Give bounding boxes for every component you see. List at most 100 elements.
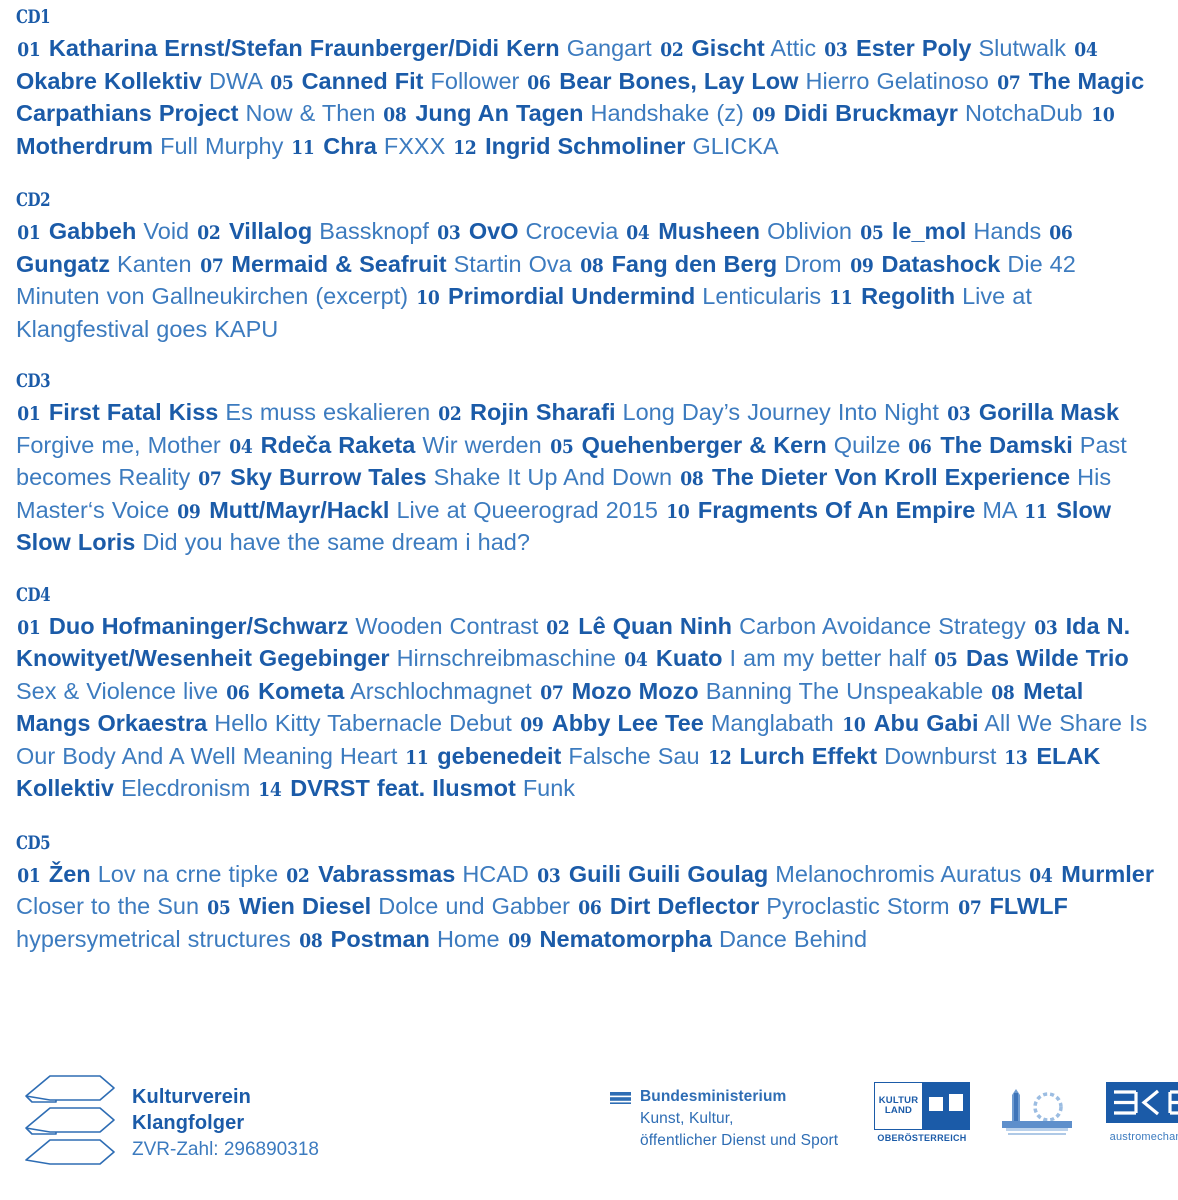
track-artist: Mozo Mozo [571,677,699,704]
track-title: Home [436,925,500,952]
track-title: Drom [784,250,842,277]
track-list: 01 First Fatal Kiss Es muss eskalieren 0… [16,397,1162,558]
discs-container: CD1 01 Katharina Ernst/Stefan Fraunberger… [16,8,1162,956]
track-artist: Mermaid & Seafruit [231,250,447,277]
ministry-line3: öffentlicher Dienst und Sport [640,1132,839,1149]
track-artist: Canned Fit [301,67,424,94]
track-artist: Rojin Sharafi [470,399,616,425]
track-number: 06 [908,435,933,458]
track-title: Forgive me, Mother [16,431,221,458]
track-number: 05 [207,897,231,919]
kulturland-line3: OBERÖSTERREICH [877,1133,967,1143]
track-title: hypersymetrical structures [16,925,291,952]
track-title: GLICKA [692,132,779,159]
track-number: 10 [416,287,440,309]
track-artist: Gungatz [16,250,110,277]
track-artist: Abby Lee Tee [551,710,704,736]
track-list: 01 Katharina Ernst/Stefan Fraunberger/Di… [16,33,1162,163]
track-artist: Postman [330,925,430,952]
track-number: 08 [299,929,323,952]
ministry-logo-block: Bundesministerium Kunst, Kultur, öffentl… [610,1086,838,1152]
track-title: Carbon Avoidance Strategy [739,612,1026,639]
track-title: All We Share Is Our Body And A Well Mean… [16,710,1148,769]
track-number: 09 [752,104,776,126]
track-artist: Lurch Effekt [739,742,878,769]
page-footer: Kulturverein Klangfolger ZVR-Zahl: 29689… [16,1072,1178,1182]
track-title: Shake It Up And Down [433,464,673,490]
track-number: 12 [707,746,732,769]
klangfolger-line1: Kulturverein [132,1086,252,1108]
klangfolger-logo-block: Kulturverein Klangfolger ZVR-Zahl: 29689… [22,1072,319,1170]
track-list: 01 Gabbeh Void 02 Villalog Bassknopf 03 … [16,216,1162,344]
track-number: 04 [624,649,648,671]
ministry-text: Bundesministerium Kunst, Kultur, öffentl… [640,1086,838,1152]
track-title: Hands [973,218,1042,244]
track-number: 09 [520,714,544,736]
ministry-line2: Kunst, Kultur, [640,1110,734,1127]
track-artist: Gabbeh [48,218,137,244]
track-artist: Sky Burrow Tales [230,464,427,490]
track-number: 01 [17,39,41,61]
track-artist: Metal Mangs Orkaestra [16,677,1084,737]
track-title: Bassknopf [319,218,429,244]
track-number: 10 [1090,104,1115,126]
track-title: Startin Ova [453,250,572,277]
track-number: 01 [17,222,41,244]
track-artist: Nematomorpha [539,925,712,952]
track-artist: Motherdrum [16,132,154,159]
track-number: 09 [849,254,874,277]
track-title: Pyroclastic Storm [766,893,950,919]
cd-label: CD5 [16,831,51,854]
track-number: 02 [286,864,310,887]
track-number: 07 [997,71,1021,94]
track-number: 01 [17,616,41,639]
track-number: 02 [438,403,462,425]
track-title: Sex & Violence live [16,677,219,704]
track-title: Manglabath [710,710,834,736]
track-artist: Primordial Undermind [447,283,696,309]
track-number: 08 [991,681,1016,704]
klangfolger-line2: Klangfolger [132,1112,245,1135]
austromechana-logo: austromechana® [1106,1082,1178,1143]
track-artist: Ida N. Knowityet/Wesenheit Gegebinger [16,612,1131,672]
track-artist: Regolith [861,283,956,309]
track-title: Quilze [833,431,901,458]
track-artist: Dirt Deflector [609,893,760,919]
track-artist: Das Wilde Trio [966,645,1129,671]
track-title: Melanochromis Auratus [775,860,1022,887]
track-title: Funk [522,775,576,801]
track-artist: Gischt [691,35,765,61]
track-artist: Musheen [658,218,761,244]
track-title: Es muss eskalieren [225,399,431,425]
track-number: 04 [1074,39,1098,61]
track-artist: gebenedeit [437,742,562,769]
track-title: Dance Behind [718,925,868,952]
track-number: 12 [453,136,478,159]
track-number: 08 [383,104,408,126]
track-title: Wooden Contrast [355,612,539,639]
track-title: Arschlochmagnet [350,677,532,704]
track-number: 10 [841,714,866,736]
track-title: MA [982,496,1017,523]
track-artist: le_mol [891,218,967,244]
track-artist: FLWLF [989,893,1068,919]
track-title: Live at Klangfestival goes KAPU [16,283,1032,342]
track-number: 03 [1034,616,1058,639]
track-title: Now & Then [245,100,376,126]
track-title: Live at Queerograd 2015 [396,496,658,523]
track-number: 11 [291,136,316,159]
track-number: 09 [507,929,532,952]
track-title: Die 42 Minuten von Gallneukirchen (excer… [16,250,1076,310]
kulturland-line1: KULTUR [878,1095,919,1107]
track-title: DWA [209,67,262,94]
track-artist: The Dieter Von Kroll Experience [712,464,1071,490]
track-title: Slutwalk [978,35,1067,61]
track-number: 02 [659,39,684,61]
track-artist: Murmler [1061,860,1154,887]
kulturland-logo: KULTUR LAND OBERÖSTERREICH [874,1082,970,1143]
track-artist: Wien Diesel [238,893,372,919]
track-artist: Bear Bones, Lay Low [559,67,799,94]
track-artist: Ingrid Schmoliner [485,132,686,159]
track-number: 04 [229,435,253,458]
